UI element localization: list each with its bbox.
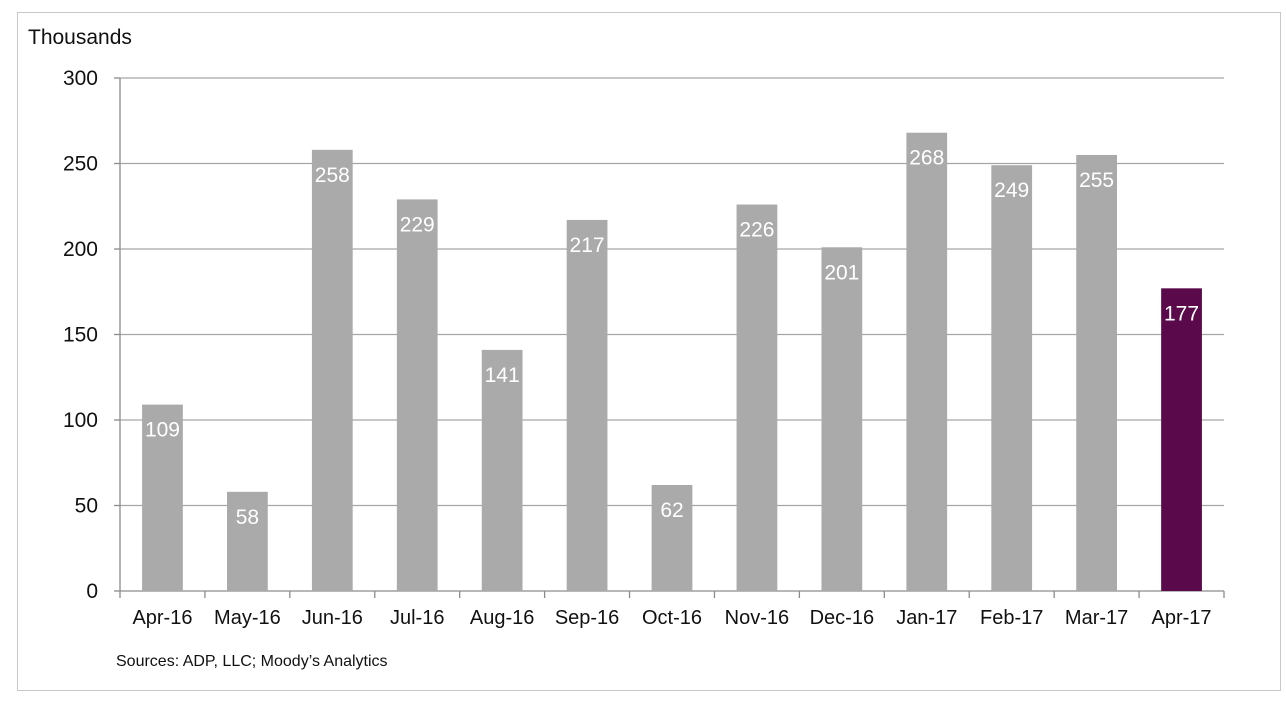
data-label: 249 — [994, 179, 1029, 202]
bar-apr-16 — [142, 404, 183, 591]
bar-may-16 — [227, 491, 268, 591]
y-tick-label: 150 — [63, 324, 98, 347]
x-tick-label: Apr-17 — [1152, 607, 1212, 629]
y-axis-unit-label: Thousands — [28, 26, 132, 49]
data-label: 177 — [1164, 302, 1199, 325]
bar-jan-17 — [906, 132, 948, 591]
source-note: Sources: ADP, LLC; Moody’s Analytics — [116, 653, 388, 670]
data-label: 255 — [1079, 169, 1114, 192]
x-tick-label: Jun-16 — [302, 607, 363, 629]
data-label: 58 — [236, 506, 259, 529]
bar-feb-17 — [991, 165, 1033, 591]
bar-apr-17 — [1161, 288, 1202, 591]
data-label: 217 — [570, 234, 605, 257]
data-label: 109 — [145, 419, 180, 442]
x-tick-label: Jul-16 — [390, 607, 444, 629]
x-tick-label: Mar-17 — [1065, 607, 1128, 629]
data-label: 226 — [739, 219, 774, 242]
x-tick-label: Aug-16 — [470, 607, 535, 629]
bar-jul-16 — [396, 199, 438, 591]
x-tick-label: Apr-16 — [132, 607, 192, 629]
x-tick-label: May-16 — [214, 607, 281, 629]
x-tick-label: Oct-16 — [642, 607, 702, 629]
y-tick-label: 100 — [63, 409, 98, 432]
x-tick-label: Feb-17 — [980, 607, 1043, 629]
chart-frame — [17, 12, 1281, 691]
bar-sep-16 — [566, 219, 608, 591]
bar-mar-17 — [1076, 154, 1117, 591]
y-tick-label: 250 — [63, 153, 98, 176]
data-label: 229 — [400, 213, 435, 236]
bar-aug-16 — [481, 349, 523, 591]
x-tick-label: Jan-17 — [896, 607, 957, 629]
data-label: 258 — [315, 164, 350, 187]
x-tick-label: Dec-16 — [810, 607, 874, 629]
y-tick-label: 200 — [63, 238, 98, 261]
bar-dec-16 — [821, 247, 863, 592]
bar-oct-16 — [651, 484, 693, 591]
data-label: 141 — [485, 364, 520, 387]
data-label: 62 — [660, 499, 683, 522]
y-tick-label: 50 — [75, 495, 98, 518]
x-tick-label: Sep-16 — [555, 607, 620, 629]
y-tick-label: 300 — [63, 67, 98, 90]
data-label: 268 — [909, 147, 944, 170]
bar-nov-16 — [736, 204, 778, 592]
x-tick-label: Nov-16 — [725, 607, 789, 629]
bar-jun-16 — [311, 149, 353, 591]
y-tick-label: 0 — [86, 580, 98, 603]
data-label: 201 — [824, 261, 859, 284]
